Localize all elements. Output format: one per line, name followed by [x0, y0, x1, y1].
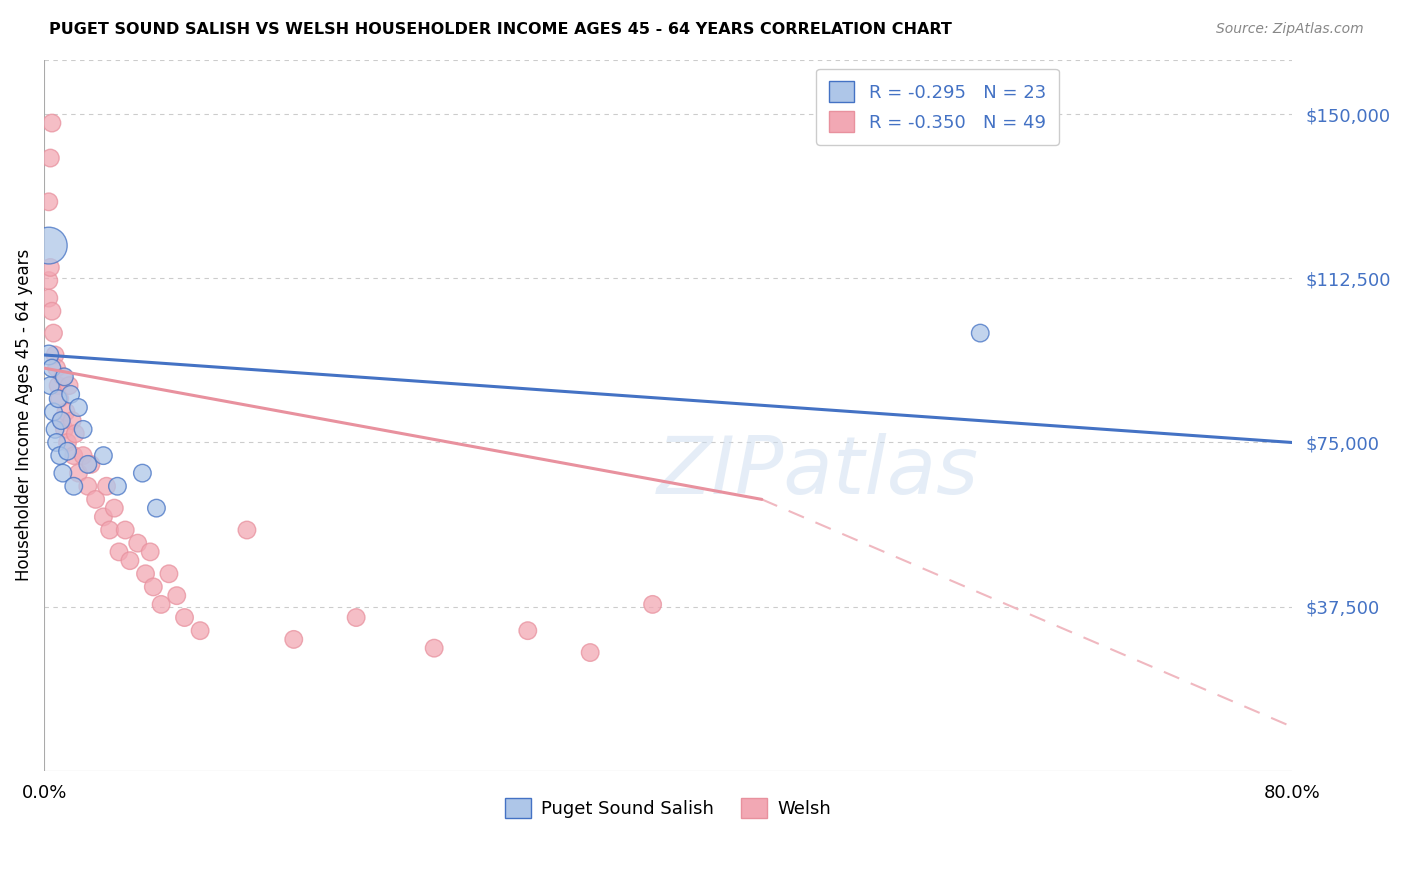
Text: Source: ZipAtlas.com: Source: ZipAtlas.com — [1216, 22, 1364, 37]
Point — [38, 291, 60, 305]
Point — [58, 378, 80, 392]
Point — [41, 361, 63, 376]
Point — [76, 479, 98, 493]
Point — [56, 435, 79, 450]
Point — [641, 598, 664, 612]
Y-axis label: Householder Income Ages 45 - 64 years: Householder Income Ages 45 - 64 years — [15, 249, 32, 582]
Point — [42, 405, 65, 419]
Point — [139, 545, 162, 559]
Point — [51, 414, 73, 428]
Point — [76, 458, 98, 472]
Point — [38, 274, 60, 288]
Point — [72, 449, 94, 463]
Point — [38, 194, 60, 209]
Point — [173, 610, 195, 624]
Point — [107, 479, 129, 493]
Point — [48, 449, 70, 463]
Point — [157, 566, 180, 581]
Point — [135, 566, 157, 581]
Point — [59, 387, 82, 401]
Point — [93, 449, 115, 463]
Point — [131, 466, 153, 480]
Point — [72, 422, 94, 436]
Point — [56, 444, 79, 458]
Point — [142, 580, 165, 594]
Point — [62, 479, 84, 493]
Legend: Puget Sound Salish, Welsh: Puget Sound Salish, Welsh — [498, 790, 838, 826]
Point — [45, 435, 67, 450]
Point — [53, 369, 76, 384]
Point — [283, 632, 305, 647]
Point — [39, 260, 62, 275]
Text: ZIPatlas: ZIPatlas — [657, 433, 979, 511]
Point — [39, 378, 62, 392]
Point — [150, 598, 173, 612]
Point — [55, 405, 77, 419]
Point — [96, 479, 118, 493]
Point — [103, 501, 125, 516]
Point — [65, 426, 87, 441]
Point — [51, 414, 73, 428]
Point — [46, 392, 69, 406]
Point — [344, 610, 367, 624]
Point — [145, 501, 167, 516]
Point — [969, 326, 991, 340]
Point — [44, 348, 66, 362]
Point — [516, 624, 538, 638]
Point — [108, 545, 131, 559]
Point — [41, 304, 63, 318]
Point — [67, 466, 90, 480]
Point — [52, 369, 75, 384]
Point — [48, 392, 70, 406]
Point — [62, 449, 84, 463]
Point — [67, 401, 90, 415]
Point — [53, 422, 76, 436]
Text: PUGET SOUND SALISH VS WELSH HOUSEHOLDER INCOME AGES 45 - 64 YEARS CORRELATION CH: PUGET SOUND SALISH VS WELSH HOUSEHOLDER … — [49, 22, 952, 37]
Point — [52, 466, 75, 480]
Point — [84, 492, 107, 507]
Point — [166, 589, 188, 603]
Point — [80, 458, 103, 472]
Point — [188, 624, 211, 638]
Point — [127, 536, 149, 550]
Point — [93, 509, 115, 524]
Point — [423, 641, 446, 656]
Point — [46, 378, 69, 392]
Point — [118, 554, 141, 568]
Point — [38, 238, 60, 252]
Point — [114, 523, 136, 537]
Point — [60, 414, 83, 428]
Point — [45, 361, 67, 376]
Point — [236, 523, 259, 537]
Point — [44, 422, 66, 436]
Point — [39, 151, 62, 165]
Point — [38, 348, 60, 362]
Point — [98, 523, 121, 537]
Point — [579, 646, 602, 660]
Point — [42, 326, 65, 340]
Point — [41, 116, 63, 130]
